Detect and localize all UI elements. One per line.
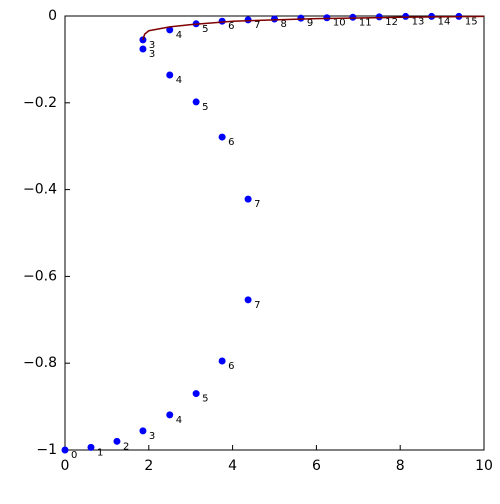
point-label: 4 [176,415,182,426]
point-label: 5 [202,24,208,35]
plot-frame [64,15,485,451]
x-tick-label: 2 [144,458,153,474]
point [192,98,200,106]
point [218,357,226,365]
point [244,16,252,24]
point-label: 5 [202,394,208,405]
point [244,296,252,304]
point [139,45,147,53]
point-label: 14 [438,16,451,27]
y-tick-label: −0.4 [23,182,57,198]
y-tick-label: −1 [36,442,57,458]
curve [142,15,485,41]
point-label: 12 [385,17,398,28]
point [218,133,226,141]
point [166,26,174,34]
y-tick-label: −0.2 [23,95,57,111]
point [192,390,200,398]
point-label: 9 [307,18,313,29]
point-label: 2 [123,441,129,452]
point-label: 15 [465,16,478,27]
point-label: 0 [71,450,77,461]
point-label: 1 [97,447,103,458]
point [271,15,278,23]
point-label: 3 [149,431,155,442]
point-label: 7 [254,199,260,210]
point-label: 7 [254,20,260,31]
x-tick-label: 0 [61,458,70,474]
point [61,446,69,454]
y-tick-label: −0.8 [23,355,57,371]
point-label: 6 [228,21,234,32]
point-label: 6 [228,361,234,372]
point [375,13,383,21]
point-label: 8 [281,19,287,30]
point [139,427,147,435]
point-label: 11 [359,17,372,28]
point [166,411,174,419]
x-tick-label: 4 [228,458,237,474]
point-label: 3 [149,40,155,51]
y-tick-label: 0 [48,8,57,24]
x-tick-label: 8 [396,458,405,474]
point [166,71,174,79]
point-label: 13 [412,16,425,27]
point-label: 5 [202,102,208,113]
point [113,437,121,445]
point-label: 4 [176,30,182,41]
point [244,195,252,203]
x-tick-label: 10 [475,458,493,474]
point [402,12,410,20]
y-tick-label: −0.6 [23,268,57,284]
point-label: 7 [254,300,260,311]
point [297,14,305,22]
point-label: 3 [149,49,155,60]
point-label: 6 [228,137,234,148]
point-label: 10 [333,18,346,29]
point-label: 4 [176,75,182,86]
point [87,443,95,451]
x-tick-label: 6 [312,458,321,474]
